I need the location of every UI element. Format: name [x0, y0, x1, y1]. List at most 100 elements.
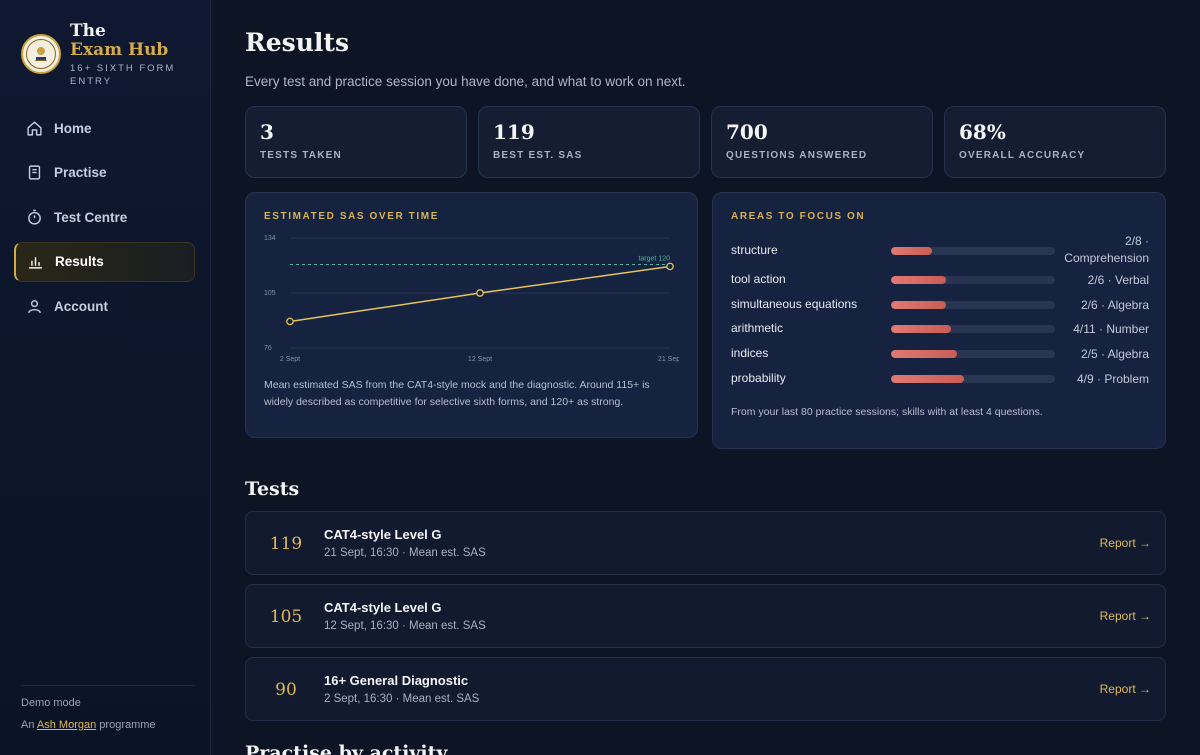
- focus-row: simultaneous equations 2/6 · Algebra: [731, 297, 1149, 322]
- focus-score: 2/5 · Algebra: [1080, 347, 1149, 361]
- home-icon: [25, 119, 43, 137]
- sas-chart-card: ESTIMATED SAS OVER TIME 134 105 76 target 1…: [245, 192, 698, 438]
- report-link[interactable]: Report →: [1099, 609, 1151, 623]
- focus-areas-card: AREAS TO FOCUS ON structure 2/8 · Compreh…: [712, 192, 1166, 449]
- focus-progress-fill: [891, 247, 932, 255]
- focus-skill: arithmetic: [731, 321, 784, 335]
- test-meta: 2 Sept, 16:30 · Mean est. SAS: [324, 693, 480, 705]
- practise-section-title: Practise by activity: [245, 742, 448, 755]
- stat-label: TESTS TAKEN: [260, 150, 342, 161]
- focus-score: 4/9 · Problem: [1076, 372, 1149, 386]
- brand-line-2: Exam Hub: [70, 40, 169, 60]
- y-tick-label: 105: [264, 290, 276, 297]
- focus-progress-bar: [891, 350, 1055, 358]
- test-meta: 12 Sept, 16:30 · Mean est. SAS: [324, 620, 486, 632]
- stat-value: 68%: [959, 120, 1006, 144]
- stat-value: 119: [493, 120, 535, 144]
- test-score: 90: [275, 680, 297, 700]
- y-tick-label: 134: [264, 235, 276, 242]
- sidebar-item-label: Test Centre: [54, 209, 128, 225]
- focus-progress-bar: [891, 325, 1055, 333]
- focus-row: arithmetic 4/11 · Number: [731, 321, 1149, 346]
- stat-card-overall-accuracy: 68% OVERALL ACCURACY: [944, 106, 1166, 178]
- stat-value: 3: [260, 120, 274, 144]
- sidebar-item-account[interactable]: Account: [14, 286, 195, 326]
- tests-section-title: Tests: [245, 478, 300, 500]
- data-point: [286, 317, 294, 326]
- focus-row: indices 2/5 · Algebra: [731, 346, 1149, 371]
- ash-morgan-link[interactable]: Ash Morgan: [36, 719, 97, 731]
- focus-progress-bar: [891, 301, 1055, 309]
- focus-score: 2/6 · Algebra: [1080, 298, 1149, 312]
- brand-line-1: The: [70, 21, 106, 41]
- logo-seal: [26, 39, 56, 69]
- test-row[interactable]: 105 CAT4-style Level G 12 Sept, 16:30 · …: [245, 584, 1166, 648]
- x-tick-label: 12 Sept: [468, 356, 492, 362]
- report-link[interactable]: Report →: [1099, 682, 1151, 696]
- sidebar-item-label: Results: [55, 254, 104, 269]
- report-link[interactable]: Report →: [1099, 536, 1151, 550]
- credit-prefix: An: [21, 719, 35, 731]
- stat-label: OVERALL ACCURACY: [959, 150, 1086, 161]
- stat-label: BEST EST. SAS: [493, 150, 583, 161]
- stat-card-best-sas: 119 BEST EST. SAS: [478, 106, 700, 178]
- focus-progress-fill: [891, 301, 946, 309]
- credit-suffix: programme: [99, 719, 156, 731]
- data-point: [666, 262, 674, 271]
- focus-progress-fill: [891, 276, 946, 284]
- sidebar-nav: Home Practise Test Centre Results Accoun…: [14, 108, 195, 331]
- sas-chart-note: Mean estimated SAS from the CAT4-style m…: [264, 379, 650, 408]
- test-score: 119: [269, 534, 303, 554]
- focus-progress-bar: [891, 276, 1055, 284]
- focus-areas-note: From your last 80 practice sessions; ski…: [731, 406, 1043, 418]
- brand-logo: [21, 34, 61, 74]
- sidebar-item-practise[interactable]: Practise: [14, 153, 195, 193]
- tests-list: 119 CAT4-style Level G 21 Sept, 16:30 · …: [245, 511, 1166, 730]
- focus-progress-fill: [891, 350, 957, 358]
- test-score: 105: [269, 607, 303, 627]
- bar-chart-icon: [26, 253, 44, 271]
- focus-progress-fill: [891, 325, 951, 333]
- clipboard-icon: [25, 164, 43, 182]
- stats-row: 3 TESTS TAKEN 119 BEST EST. SAS 700 QUES…: [245, 106, 1166, 178]
- x-tick-label: 21 Sept: [658, 356, 679, 362]
- target-label: target 120: [638, 256, 670, 263]
- sidebar-item-home[interactable]: Home: [14, 108, 195, 148]
- page-title: Results: [245, 28, 350, 57]
- page-subtitle: Every test and practice session you have…: [245, 74, 686, 89]
- sidebar: The Exam Hub 16+ SIXTH FORM ENTRY Home P…: [0, 0, 211, 755]
- sidebar-footer: Demo mode An Ash Morgan programme: [21, 685, 195, 731]
- programme-credit: An Ash Morgan programme: [21, 719, 195, 731]
- sidebar-item-results[interactable]: Results: [14, 241, 195, 282]
- stat-value: 700: [726, 120, 768, 144]
- brand-subtitle: 16+ SIXTH FORM ENTRY: [70, 63, 176, 87]
- brand[interactable]: The Exam Hub 16+ SIXTH FORM ENTRY: [21, 22, 180, 88]
- focus-skill: structure: [731, 243, 778, 257]
- y-tick-label: 76: [264, 345, 272, 352]
- sidebar-item-label: Account: [54, 298, 108, 314]
- stat-label: QUESTIONS ANSWERED: [726, 150, 868, 161]
- test-name: CAT4-style Level G: [324, 600, 442, 615]
- focus-row: probability 4/9 · Problem: [731, 371, 1149, 396]
- focus-progress-fill: [891, 375, 964, 383]
- test-meta: 21 Sept, 16:30 · Mean est. SAS: [324, 547, 486, 559]
- test-name: 16+ General Diagnostic: [324, 673, 469, 688]
- sas-chart-title: ESTIMATED SAS OVER TIME: [264, 211, 439, 222]
- sas-line-chart: 134 105 76 target 120 2 Sept 12 Sept 21 Sept: [264, 235, 679, 362]
- stat-card-tests-taken: 3 TESTS TAKEN: [245, 106, 467, 178]
- sidebar-item-label: Practise: [54, 165, 107, 180]
- focus-row: tool action 2/6 · Verbal: [731, 272, 1149, 297]
- user-icon: [25, 297, 43, 315]
- focus-skill: probability: [731, 371, 786, 385]
- test-name: CAT4-style Level G: [324, 527, 442, 542]
- test-row[interactable]: 119 CAT4-style Level G 21 Sept, 16:30 · …: [245, 511, 1166, 575]
- focus-score: 4/11 · Number: [1073, 322, 1149, 336]
- sidebar-item-label: Home: [54, 120, 92, 136]
- focus-skill: indices: [731, 346, 769, 360]
- test-row[interactable]: 90 16+ General Diagnostic 2 Sept, 16:30 …: [245, 657, 1166, 721]
- sidebar-item-test-centre[interactable]: Test Centre: [14, 197, 195, 237]
- x-tick-label: 2 Sept: [280, 356, 300, 362]
- data-point: [476, 289, 484, 297]
- focus-skill: simultaneous equations: [731, 297, 858, 311]
- focus-row: structure 2/8 · Comprehension: [731, 234, 1149, 265]
